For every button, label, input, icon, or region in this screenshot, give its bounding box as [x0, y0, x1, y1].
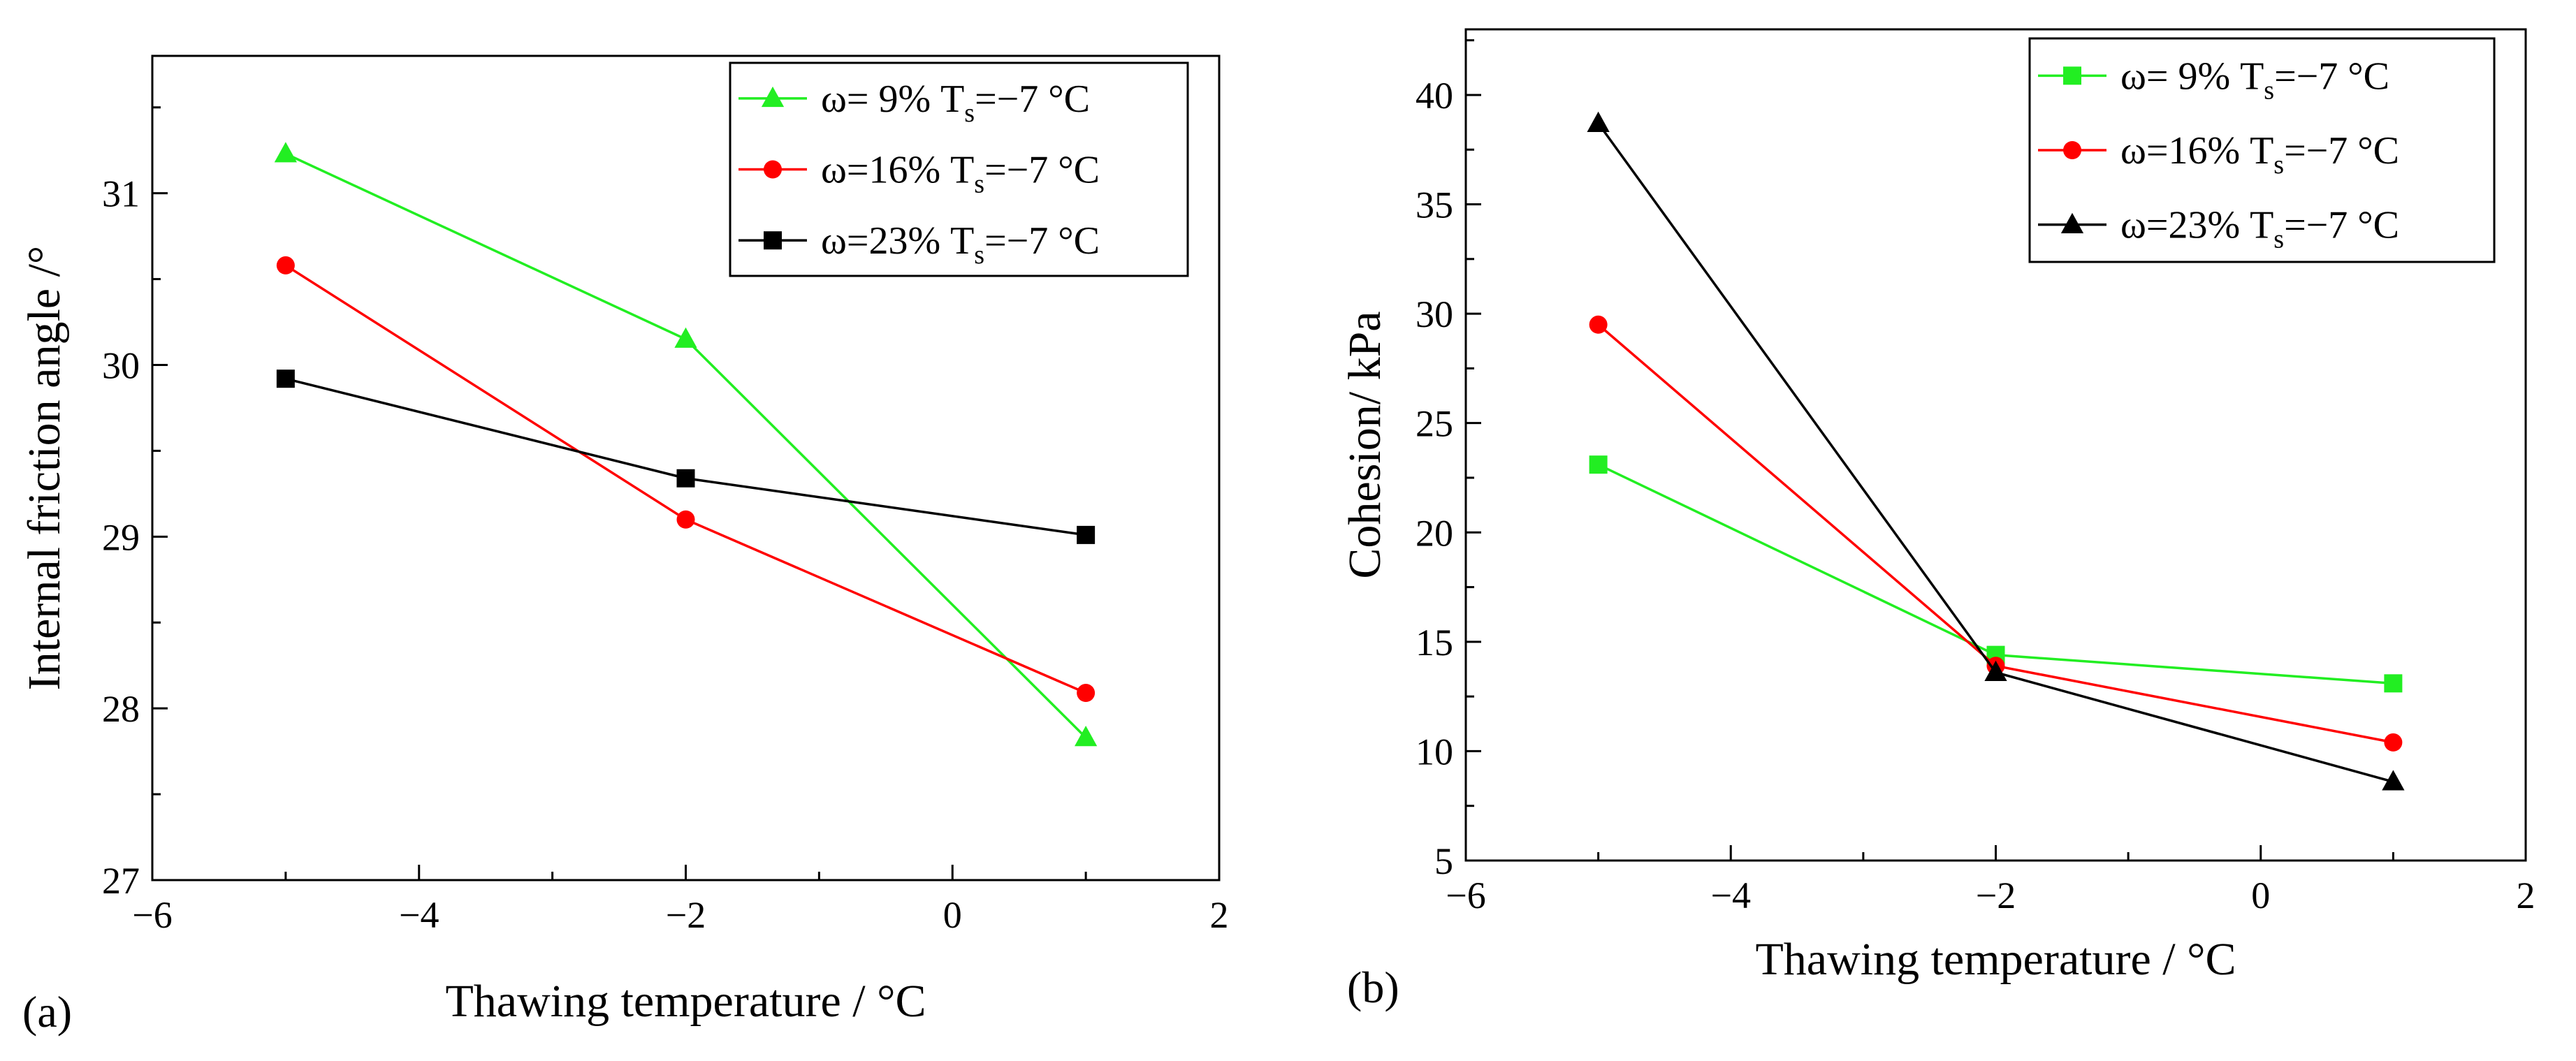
legend-label-main: ω=23% T	[821, 219, 974, 263]
legend-label-suffix: =−7 °C	[2284, 204, 2399, 247]
x-tick-label: −6	[132, 894, 172, 936]
x-tick-label: 2	[2517, 875, 2535, 916]
series-0	[1589, 455, 2403, 693]
data-point	[274, 142, 297, 163]
legend-label: ω= 9% Ts=−7 °C	[821, 78, 1090, 128]
legend-marker	[761, 86, 785, 108]
legend-entry: ω= 9% Ts=−7 °C	[738, 78, 1090, 128]
data-point	[1075, 726, 1098, 747]
legend-label: ω=16% Ts=−7 °C	[2120, 129, 2399, 180]
legend-label-subscript: s	[2273, 225, 2284, 254]
legend-label-subscript: s	[974, 170, 984, 199]
y-tick-label: 30	[1416, 293, 1453, 335]
x-axis-title: Thawing temperature / °C	[1755, 934, 2236, 985]
legend-label-suffix: =−7 °C	[975, 78, 1090, 121]
panel-label: (b)	[1347, 963, 1399, 1012]
legend-entry: ω=23% Ts=−7 °C	[738, 219, 1100, 270]
data-point	[2382, 770, 2405, 791]
legend-marker	[2063, 141, 2081, 159]
x-tick-label: 0	[2251, 875, 2270, 916]
x-tick-label: −2	[1976, 875, 2016, 916]
y-tick-label: 40	[1416, 75, 1453, 117]
legend-label: ω=16% Ts=−7 °C	[821, 149, 1100, 199]
legend-entry: ω= 9% Ts=−7 °C	[2038, 54, 2389, 105]
legend-entry: ω=16% Ts=−7 °C	[2038, 129, 2399, 180]
data-point	[2384, 674, 2403, 693]
x-axis-title: Thawing temperature / °C	[445, 976, 926, 1027]
y-tick-label: 31	[102, 173, 140, 215]
y-axis-title: Cohesion/ kPa	[1339, 311, 1390, 578]
y-tick-label: 15	[1416, 622, 1453, 664]
series-0	[274, 142, 1098, 747]
legend-label-suffix: =−7 °C	[2284, 129, 2399, 173]
data-point	[1589, 455, 1608, 474]
legend-label-main: ω= 9% T	[821, 78, 964, 121]
y-tick-label: 10	[1416, 731, 1453, 773]
data-point	[676, 510, 695, 529]
y-axis-title: Internal friction angle /°	[19, 246, 70, 691]
data-point	[674, 327, 697, 348]
data-point	[1077, 684, 1096, 703]
x-tick-label: 0	[943, 894, 962, 936]
data-point	[1587, 111, 1610, 132]
data-point	[2384, 733, 2403, 752]
y-tick-label: 30	[102, 345, 140, 387]
data-point	[676, 469, 695, 488]
legend-frame	[2028, 37, 2496, 263]
legend-label: ω= 9% Ts=−7 °C	[2120, 54, 2389, 105]
y-tick-label: 5	[1434, 840, 1453, 882]
x-tick-label: −6	[1446, 875, 1485, 916]
legend-marker	[2063, 66, 2081, 85]
legend-label-main: ω=23% T	[2120, 204, 2273, 247]
legend-label-main: ω=16% T	[2120, 129, 2273, 173]
data-point	[276, 369, 295, 388]
legend-label-main: ω= 9% T	[2120, 54, 2264, 98]
series-1	[276, 256, 1096, 703]
data-point	[1589, 315, 1608, 334]
x-tick-label: −2	[666, 894, 706, 936]
data-point	[276, 256, 295, 275]
legend-entry: ω=23% Ts=−7 °C	[2038, 204, 2399, 254]
x-tick-label: −4	[1711, 875, 1751, 916]
legend: ω= 9% Ts=−7 °Cω=16% Ts=−7 °Cω=23% Ts=−7 …	[2028, 37, 2496, 263]
legend-label: ω=23% Ts=−7 °C	[821, 219, 1100, 270]
legend-label-main: ω=16% T	[821, 149, 974, 192]
legend-marker	[764, 160, 782, 179]
data-point	[1984, 660, 2007, 681]
legend: ω= 9% Ts=−7 °Cω=16% Ts=−7 °Cω=23% Ts=−7 …	[729, 61, 1189, 277]
series-2	[276, 369, 1096, 544]
legend-label-suffix: =−7 °C	[984, 149, 1100, 192]
legend-label-suffix: =−7 °C	[984, 219, 1100, 263]
panel-label: (a)	[22, 987, 72, 1037]
legend-label-subscript: s	[974, 240, 984, 270]
legend-label-subscript: s	[2264, 75, 2274, 105]
y-tick-label: 27	[102, 860, 140, 902]
legend-entry: ω=16% Ts=−7 °C	[738, 149, 1100, 199]
x-tick-label: −4	[399, 894, 439, 936]
y-tick-label: 25	[1416, 403, 1453, 445]
panel-a-friction-angle-chart: −6 −4 −2 0 2 27 28 29 30 31 Thawing temperature / …	[19, 54, 1229, 1037]
y-tick-label: 20	[1416, 512, 1453, 554]
data-point	[1077, 525, 1096, 544]
y-tick-label: 29	[102, 516, 140, 558]
legend-marker	[2060, 212, 2084, 233]
legend-marker	[764, 231, 782, 250]
y-tick-label: 35	[1416, 184, 1453, 226]
legend-label: ω=23% Ts=−7 °C	[2120, 204, 2399, 254]
legend-label-suffix: =−7 °C	[2274, 54, 2389, 98]
y-tick-label: 28	[102, 688, 140, 730]
legend-label-subscript: s	[964, 98, 975, 128]
legend-label-subscript: s	[2273, 150, 2284, 180]
series-1	[1589, 315, 2403, 752]
x-tick-label: 2	[1210, 894, 1229, 936]
series-2	[1587, 111, 2405, 791]
